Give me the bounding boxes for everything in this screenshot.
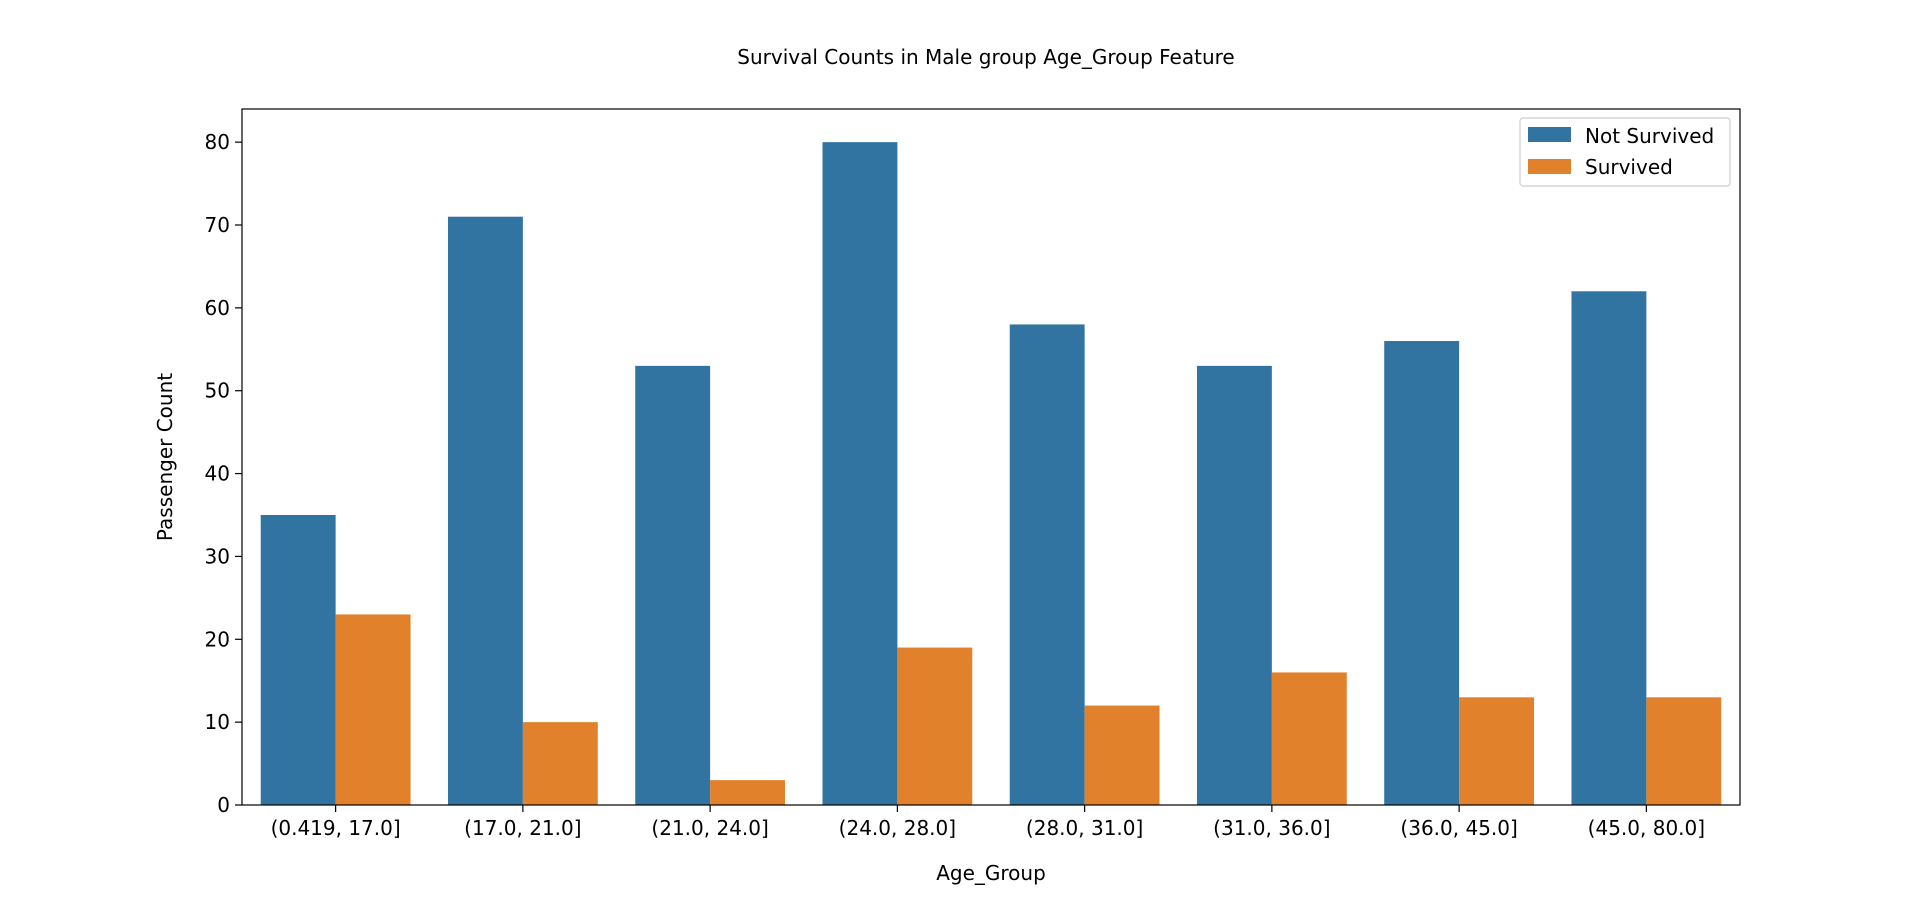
y-tick-label: 40 bbox=[205, 462, 230, 486]
chart-title: Survival Counts in Male group Age_Group … bbox=[737, 45, 1234, 69]
bar-survived-6 bbox=[1459, 697, 1535, 805]
legend-swatch-not-survived bbox=[1528, 127, 1571, 142]
x-tick-label: (36.0, 45.0] bbox=[1400, 816, 1517, 840]
bar-not-survived-5 bbox=[1196, 365, 1272, 805]
legend-label-survived: Survived bbox=[1585, 155, 1673, 179]
bar-survived-4 bbox=[1084, 705, 1160, 805]
y-tick-label: 60 bbox=[205, 296, 230, 320]
x-tick-label: (45.0, 80.0] bbox=[1588, 816, 1705, 840]
bar-survived-3 bbox=[897, 647, 973, 805]
legend: Not Survived Survived bbox=[1519, 117, 1731, 187]
bar-not-survived-1 bbox=[447, 216, 523, 805]
legend-label-not-survived: Not Survived bbox=[1585, 124, 1714, 148]
x-axis-label: Age_Group bbox=[936, 861, 1046, 885]
x-tick-label: (31.0, 36.0] bbox=[1213, 816, 1330, 840]
bar-survived-1 bbox=[522, 722, 598, 805]
y-tick-label: 20 bbox=[205, 627, 230, 651]
bar-survived-0 bbox=[335, 614, 411, 805]
x-tick-label: (17.0, 21.0] bbox=[464, 816, 581, 840]
bar-survived-2 bbox=[710, 780, 786, 805]
y-tick-label: 10 bbox=[205, 710, 230, 734]
legend-swatch-survived bbox=[1528, 159, 1571, 174]
plot-frame bbox=[241, 108, 1741, 806]
bar-not-survived-7 bbox=[1571, 291, 1647, 805]
bar-survived-7 bbox=[1646, 697, 1722, 805]
y-axis: 0 10 20 30 40 50 60 70 80 bbox=[205, 130, 242, 817]
bar-not-survived-4 bbox=[1009, 324, 1085, 805]
bar-not-survived-6 bbox=[1384, 341, 1460, 805]
bars-layer bbox=[260, 142, 1722, 805]
x-tick-label: (24.0, 28.0] bbox=[839, 816, 956, 840]
y-tick-label: 70 bbox=[205, 213, 230, 237]
bar-not-survived-3 bbox=[822, 142, 898, 805]
legend-box bbox=[1519, 117, 1731, 187]
bar-survived-5 bbox=[1271, 672, 1347, 805]
x-tick-label: (0.419, 17.0] bbox=[271, 816, 401, 840]
y-tick-label: 80 bbox=[205, 130, 230, 154]
y-axis-label: Passenger Count bbox=[153, 373, 177, 541]
y-tick-label: 0 bbox=[217, 793, 230, 817]
x-tick-label: (21.0, 24.0] bbox=[651, 816, 768, 840]
y-tick-label: 50 bbox=[205, 379, 230, 403]
bar-not-survived-0 bbox=[260, 515, 336, 805]
y-tick-label: 30 bbox=[205, 544, 230, 568]
x-axis: (0.419, 17.0] (17.0, 21.0] (21.0, 24.0] (24… bbox=[271, 805, 1705, 840]
bar-not-survived-2 bbox=[635, 365, 711, 805]
x-tick-label: (28.0, 31.0] bbox=[1026, 816, 1143, 840]
